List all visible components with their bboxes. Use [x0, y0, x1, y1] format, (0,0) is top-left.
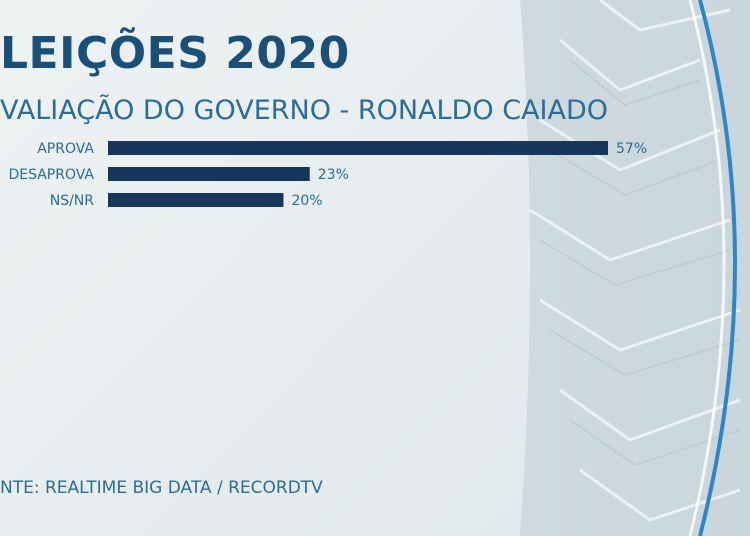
category-label: APROVA — [37, 141, 94, 157]
category-label: NS/NR — [50, 193, 95, 209]
value-label: 23% — [318, 167, 349, 183]
bar — [108, 193, 284, 207]
bar-chart: APROVA 57% DESAPROVA 23% NS/NR 20% — [8, 141, 647, 209]
page-title: LEIÇÕES 2020 — [0, 28, 350, 79]
category-label: DESAPROVA — [8, 167, 94, 183]
bar — [108, 167, 310, 181]
chart-subtitle: VALIAÇÃO DO GOVERNO - RONALDO CAIADO — [0, 95, 609, 126]
source-credit: NTE: REALTIME BIG DATA / RECORDTV — [0, 478, 323, 498]
value-label: 57% — [616, 141, 647, 157]
value-label: 20% — [291, 193, 322, 209]
bar — [108, 141, 608, 155]
